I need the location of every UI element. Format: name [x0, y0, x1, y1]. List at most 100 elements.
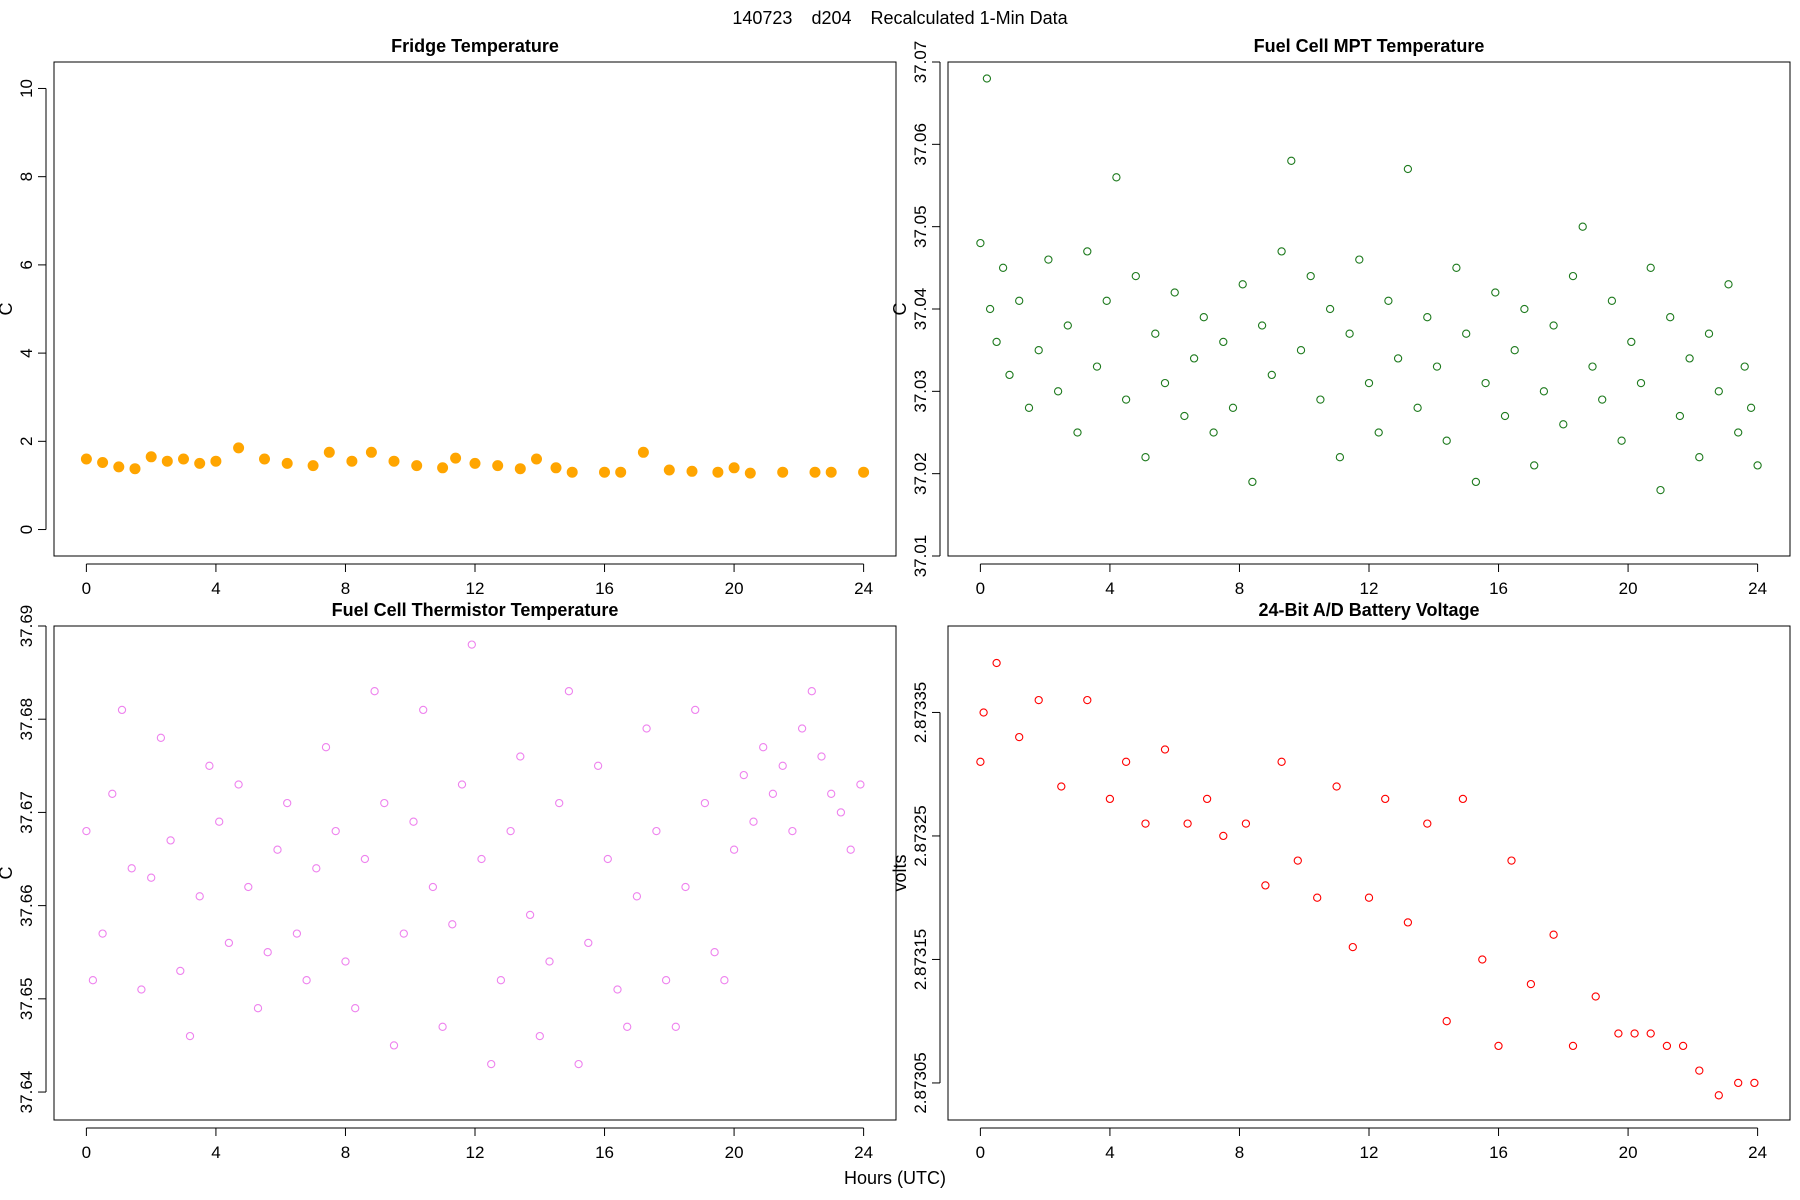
data-point [419, 705, 428, 715]
data-point [1478, 955, 1487, 964]
data-point [492, 460, 504, 472]
data-point [215, 817, 224, 826]
data-point [1588, 362, 1597, 371]
data-point [108, 789, 117, 798]
data-point [982, 74, 992, 83]
data-point [388, 455, 400, 467]
x-tick-label: 16 [595, 579, 614, 598]
data-point [1141, 819, 1150, 828]
figure-title-text: Recalculated 1-Min Data [871, 8, 1069, 28]
data-point [1034, 695, 1043, 705]
data-point [176, 966, 185, 976]
data-point [1746, 403, 1756, 412]
data-point [1695, 1066, 1704, 1075]
data-point [399, 929, 408, 938]
x-tick-label: 24 [1748, 579, 1767, 598]
data-point [1740, 362, 1749, 371]
data-point [1471, 477, 1481, 487]
data-point [1015, 732, 1024, 742]
series-points [80, 442, 870, 479]
data-point [1423, 313, 1432, 322]
panel-title: Fuel Cell MPT Temperature [1254, 36, 1485, 56]
y-tick-label: 4 [17, 348, 36, 357]
data-point [1332, 782, 1341, 791]
data-point [281, 457, 293, 469]
data-point [1381, 794, 1390, 804]
data-point [778, 761, 787, 770]
data-point [1636, 378, 1646, 388]
data-point [80, 453, 92, 465]
data-point [360, 854, 370, 864]
data-point [346, 455, 358, 467]
data-point [1627, 337, 1636, 347]
x-tick-label: 4 [1105, 1143, 1114, 1162]
data-point [1248, 477, 1257, 487]
data-point [1160, 745, 1170, 754]
data-point [1238, 280, 1247, 289]
x-tick-label: 12 [1360, 579, 1379, 598]
x-tick-label: 20 [725, 579, 744, 598]
data-point [389, 1041, 399, 1050]
data-point [1112, 173, 1121, 182]
data-point [992, 658, 1001, 668]
data-point [1034, 346, 1043, 355]
data-point [1568, 271, 1578, 281]
data-point [1044, 255, 1053, 264]
x-tick-label: 20 [1619, 1143, 1638, 1162]
panel-battery-voltage: 24-Bit A/D Battery Voltage 0 4 8 12 16 20 24 2.8… [890, 600, 1791, 1162]
data-point [1131, 271, 1140, 281]
y-axis-label: C [0, 867, 16, 880]
data-point [1374, 428, 1383, 437]
data-point [720, 976, 729, 985]
data-point [671, 1022, 680, 1031]
data-point [1630, 1029, 1639, 1038]
x-tick-label: 4 [211, 579, 220, 598]
x-tick-label: 8 [341, 1143, 350, 1162]
data-point [185, 1031, 195, 1041]
x-tick-label: 0 [82, 1143, 91, 1162]
x-tick-label: 0 [82, 579, 91, 598]
data-point [1189, 354, 1199, 363]
data-point [545, 957, 554, 966]
data-point [1646, 263, 1655, 272]
data-point [1617, 436, 1626, 445]
data-point [1458, 794, 1468, 804]
y-tick-label: 37.65 [17, 978, 36, 1021]
data-point [1183, 819, 1192, 828]
data-point [1714, 387, 1723, 396]
data-point [292, 929, 302, 938]
y-tick-label: 2 [17, 437, 36, 446]
data-point [836, 808, 846, 817]
figure-title-id: 140723 [732, 8, 792, 28]
data-point [1053, 387, 1063, 396]
x-tick-label: 20 [1619, 579, 1638, 598]
data-point [535, 1031, 544, 1041]
y-tick-label: 2.87335 [911, 682, 930, 743]
data-point [1607, 296, 1617, 305]
y-tick-label: 37.05 [911, 205, 930, 248]
data-point [749, 817, 758, 826]
y-tick-label: 2.87325 [911, 805, 930, 866]
x-tick-label: 16 [595, 1143, 614, 1162]
data-point [584, 938, 593, 948]
data-point [992, 337, 1001, 347]
data-point [113, 461, 125, 473]
data-point [259, 453, 270, 465]
data-point [985, 304, 995, 314]
figure-title-station: d204 [811, 8, 851, 28]
data-point [686, 465, 698, 477]
x-tick-label: 12 [466, 579, 485, 598]
data-point [1549, 321, 1558, 330]
data-point [809, 466, 821, 478]
data-point [555, 798, 564, 808]
data-point [1578, 222, 1587, 231]
x-tick-label: 24 [1748, 1143, 1767, 1162]
y-tick-label: 37.06 [911, 123, 930, 166]
data-point [1384, 296, 1393, 305]
data-point [1241, 819, 1251, 828]
data-point [1704, 329, 1714, 338]
data-point [1494, 1041, 1503, 1051]
data-point [1695, 453, 1704, 462]
data-point [1481, 378, 1490, 388]
y-tick-label: 2.87315 [911, 929, 930, 990]
